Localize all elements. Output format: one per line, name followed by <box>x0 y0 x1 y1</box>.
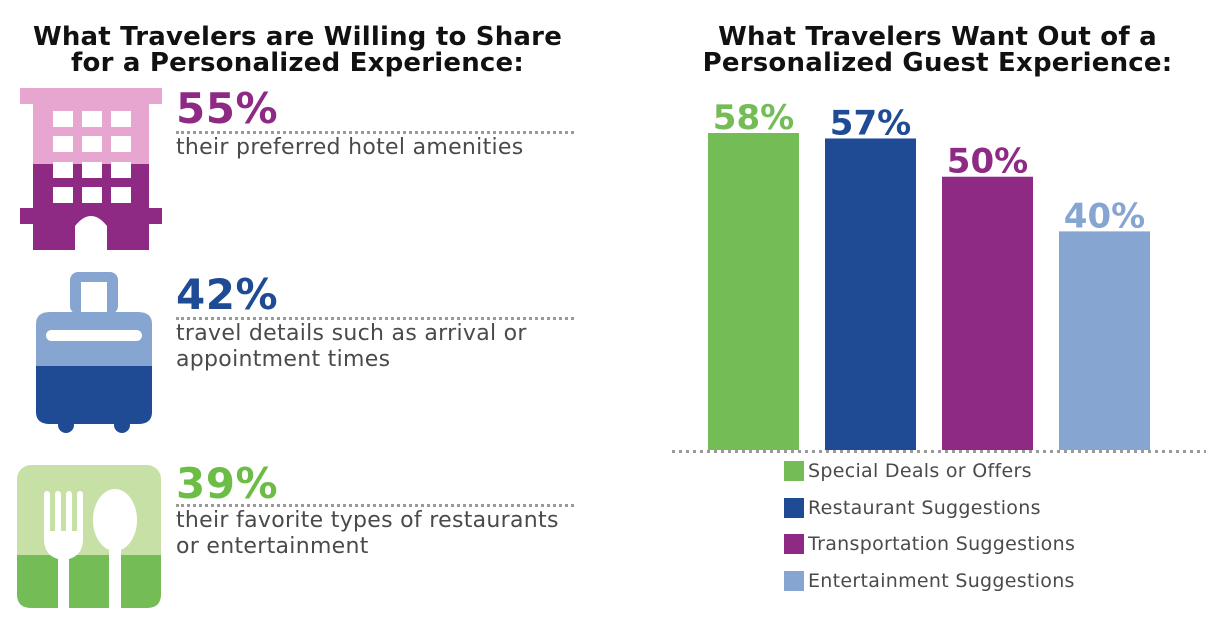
bar-2 <box>825 138 916 450</box>
stat-text-travel-details: travel details such as arrival or appoin… <box>176 321 527 373</box>
stat-percent-travel-details: 42% <box>176 270 279 319</box>
legend-swatch <box>784 461 804 481</box>
dotted-divider <box>176 131 574 134</box>
stat-text-amenities: their preferred hotel amenities <box>176 135 524 161</box>
stat-text-line: or entertainment <box>176 534 369 559</box>
hotel-building-icon <box>20 88 162 250</box>
bar-3 <box>942 176 1033 451</box>
stat-text-line: appointment times <box>176 347 391 372</box>
bar-value-label: 40% <box>1064 196 1145 236</box>
bar-value-label: 57% <box>830 103 911 143</box>
left-title-line2: for a Personalized Experience: <box>71 48 524 78</box>
legend-label: Special Deals or Offers <box>808 460 1032 482</box>
stat-text-line: their preferred hotel amenities <box>176 135 524 160</box>
legend-label: Transportation Suggestions <box>808 533 1076 555</box>
stat-percent-amenities: 55% <box>176 84 279 133</box>
dotted-divider <box>176 317 574 320</box>
stat-percent-restaurants: 39% <box>176 459 279 508</box>
stat-text-line: travel details such as arrival or <box>176 321 527 346</box>
legend-swatch <box>784 497 804 518</box>
legend-swatch <box>784 534 804 554</box>
bar-chart: 58% 57% 50% 40% <box>672 98 1206 453</box>
right-title-line2: Personalized Guest Experience: <box>702 48 1173 78</box>
legend-label: Entertainment Suggestions <box>808 569 1075 592</box>
legend-label: Restaurant Suggestions <box>808 496 1041 519</box>
stat-text-restaurants: their favorite types of restaurants or e… <box>176 508 559 560</box>
left-title-line1: What Travelers are Willing to Share <box>32 22 563 52</box>
bar-1 <box>708 133 799 450</box>
bar-value-label: 50% <box>947 142 1028 182</box>
left-panel-title: What Travelers are Willing to Share for … <box>20 24 575 76</box>
right-title-line1: What Travelers Want Out of a <box>718 22 1157 52</box>
dotted-divider <box>176 504 574 507</box>
bar-value-label: 58% <box>713 98 794 138</box>
stat-text-line: their favorite types of restaurants <box>176 508 559 533</box>
suitcase-icon <box>36 272 152 433</box>
bar-4 <box>1059 231 1150 450</box>
legend-swatch <box>784 570 804 591</box>
right-panel-title: What Travelers Want Out of a Personalize… <box>660 24 1211 76</box>
fork-spoon-icon <box>17 465 161 608</box>
